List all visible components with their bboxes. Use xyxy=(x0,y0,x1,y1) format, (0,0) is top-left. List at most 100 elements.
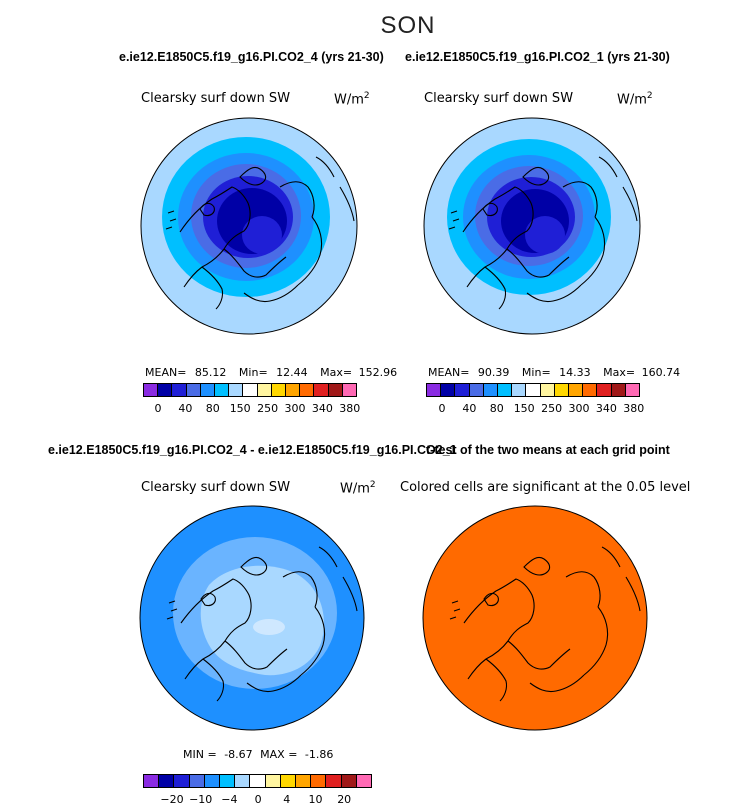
colorbar-cell xyxy=(625,384,640,396)
colorbar-cell xyxy=(583,384,598,396)
panel2-units-base: W/m xyxy=(617,92,647,108)
map3-center xyxy=(253,619,285,635)
top-left-title: e.ie12.E1850C5.f19_g16.PI.CO2_4 (yrs 21-… xyxy=(119,50,384,64)
colorbar-cell xyxy=(554,384,570,396)
colorbar-cell xyxy=(280,775,297,787)
colorbar-tick-label: 250 xyxy=(541,402,563,415)
colorbar-tick-label: 4 xyxy=(283,793,291,806)
colorbar-cell xyxy=(314,384,329,396)
colorbar-cell xyxy=(342,384,357,396)
panel1-units-exp: 2 xyxy=(363,91,370,101)
colorbar-cell xyxy=(326,775,342,787)
panel4-note: Colored cells are significant at the 0.0… xyxy=(400,480,691,495)
map-panel3 xyxy=(139,505,365,731)
colorbar-tick-label: 380 xyxy=(623,402,645,415)
colorbar-tick-label: 20 xyxy=(337,793,352,806)
colorbar-cell xyxy=(144,384,159,396)
colorbar-cell xyxy=(243,384,258,396)
panel3-max-label: MAX = xyxy=(260,748,298,761)
panel3-variable: Clearsky surf down SW xyxy=(141,480,291,495)
map-panel2 xyxy=(423,117,641,335)
colorbar-cell xyxy=(172,384,187,396)
colorbar-cell xyxy=(441,384,456,396)
colorbar-tick-label: 340 xyxy=(595,402,617,415)
colorbar-cell xyxy=(469,384,484,396)
colorbar-cell xyxy=(265,775,281,787)
colorbar-tick-label: 0 xyxy=(154,402,162,415)
season-title: SON xyxy=(380,12,436,39)
colorbar-cell xyxy=(296,775,312,787)
panel1-mean-label: MEAN= xyxy=(145,366,187,379)
colorbar-cell xyxy=(597,384,612,396)
colorbar-cell xyxy=(215,384,230,396)
panel3-units: W/m2 xyxy=(340,480,376,496)
panel3-stats: MIN = -8.67 MAX = -1.86 xyxy=(183,748,333,761)
panel2-variable: Clearsky surf down SW xyxy=(424,91,574,106)
colorbar-tick-label: 150 xyxy=(513,402,535,415)
colorbar-cell xyxy=(526,384,541,396)
diff-right-title: t-test of the two means at each grid poi… xyxy=(426,443,670,457)
colorbar-tick-label: −4 xyxy=(221,793,238,806)
panel1-max-value: 152.96 xyxy=(358,366,398,379)
colorbar-tick-label: 0 xyxy=(254,793,262,806)
diff-left-title: e.ie12.E1850C5.f19_g16.PI.CO2_4 - e.ie12… xyxy=(48,443,457,457)
colorbar-cell xyxy=(286,384,301,396)
map-panel1 xyxy=(140,117,358,335)
colorbar-panel1 xyxy=(143,383,357,397)
colorbar-tick-label: 40 xyxy=(462,402,477,415)
panel3-units-exp: 2 xyxy=(369,480,376,490)
panel1-units: W/m2 xyxy=(334,91,370,107)
colorbar-tick-label: 250 xyxy=(257,402,279,415)
colorbar-cell xyxy=(328,384,343,396)
map1-inner xyxy=(242,216,282,254)
colorbar-cell xyxy=(257,384,272,396)
panel2-units-exp: 2 xyxy=(646,91,653,101)
colorbar-cell xyxy=(271,384,287,396)
colorbar-cell xyxy=(159,775,175,787)
colorbar-tick-label: 40 xyxy=(178,402,193,415)
map1-coastlines xyxy=(165,156,355,310)
panel2-max-label: Max= xyxy=(603,366,636,379)
colorbar-cell xyxy=(158,384,173,396)
colorbar-tick-label: 150 xyxy=(229,402,251,415)
colorbar-tick-label: 80 xyxy=(205,402,220,415)
colorbar-cell xyxy=(186,384,201,396)
colorbar-cell xyxy=(311,775,327,787)
map3-coastlines xyxy=(166,546,358,702)
panel1-min-label: Min= xyxy=(238,366,268,379)
map4-coastlines xyxy=(449,546,641,702)
colorbar-cell xyxy=(174,775,190,787)
colorbar-tick-label: 0 xyxy=(438,402,446,415)
panel2-mean-label: MEAN= xyxy=(428,366,470,379)
colorbar-cell xyxy=(611,384,626,396)
colorbar-cell xyxy=(569,384,584,396)
map-panel4 xyxy=(422,505,648,731)
panel3-min-label: MIN = xyxy=(183,748,217,761)
colorbar-cell xyxy=(229,384,244,396)
panel1-units-base: W/m xyxy=(334,92,364,108)
panel3-max-value: -1.86 xyxy=(304,748,334,761)
colorbar-cell xyxy=(512,384,527,396)
colorbar-cell xyxy=(483,384,499,396)
panel2-stats: MEAN= 90.39 Min= 14.33 Max= 160.74 xyxy=(428,366,680,379)
colorbar-tick-label: 10 xyxy=(308,793,323,806)
colorbar-tick-label: 380 xyxy=(339,402,361,415)
panel1-stats: MEAN= 85.12 Min= 12.44 Max= 152.96 xyxy=(145,366,397,379)
colorbar-cell xyxy=(498,384,513,396)
panel2-mean-value: 90.39 xyxy=(477,366,510,379)
map2-coastlines xyxy=(448,156,638,310)
colorbar-cell xyxy=(427,384,442,396)
panel2-units: W/m2 xyxy=(617,91,653,107)
colorbar-panel2-labels: 0 40 80 150 250 300 340 380 xyxy=(0,402,732,416)
colorbar-tick-label: 80 xyxy=(489,402,504,415)
panel1-min-value: 12.44 xyxy=(276,366,308,379)
colorbar-panel3 xyxy=(143,774,372,788)
colorbar-panel3-labels: −20 −10 −4 0 4 10 20 xyxy=(0,793,732,807)
panel2-min-value: 14.33 xyxy=(559,366,591,379)
colorbar-cell xyxy=(300,384,315,396)
colorbar-tick-label: −10 xyxy=(189,793,213,806)
colorbar-tick-label: 340 xyxy=(311,402,333,415)
colorbar-tick-label: −20 xyxy=(160,793,184,806)
map4-fill xyxy=(423,506,647,730)
panel1-variable: Clearsky surf down SW xyxy=(141,91,291,106)
